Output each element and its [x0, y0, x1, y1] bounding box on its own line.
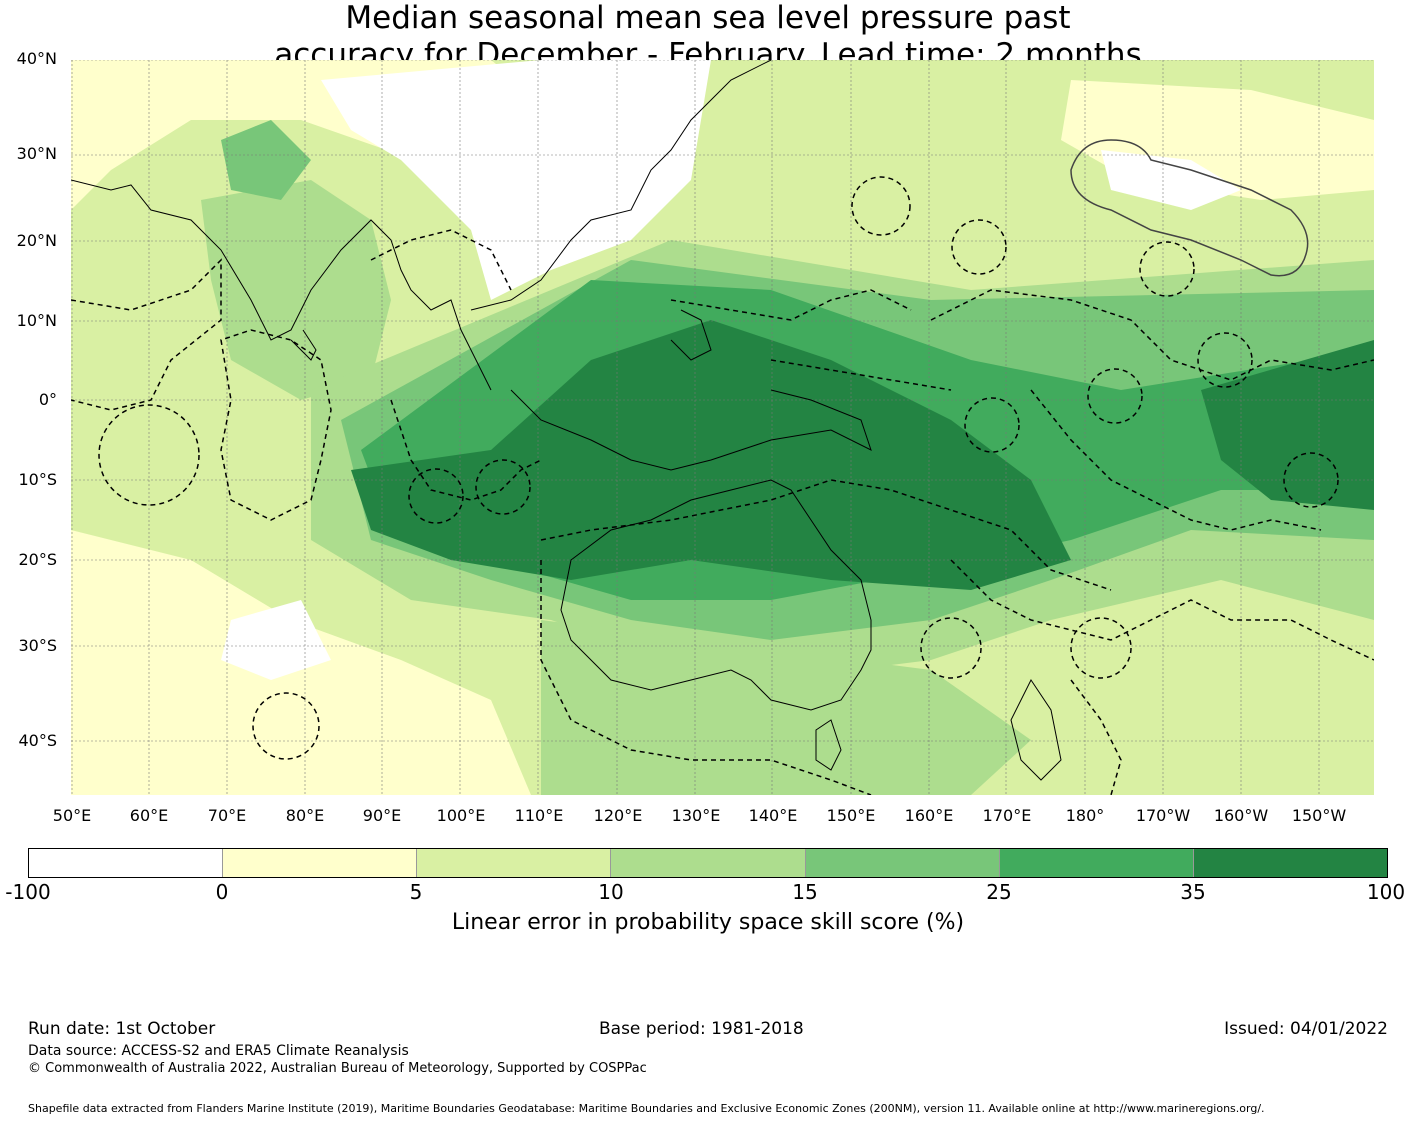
copyright: © Commonwealth of Australia 2022, Austra…	[28, 1061, 647, 1076]
colorbar-label: Linear error in probability space skill …	[451, 910, 965, 935]
lon-label-170w: 170°W	[1135, 806, 1191, 825]
lat-label-30s: 30°S	[18, 636, 57, 655]
colorbar-segment-6	[999, 849, 1194, 877]
coastlines	[71, 60, 1062, 781]
lon-label-60e: 60°E	[129, 806, 169, 825]
issued-date: Issued: 04/01/2022	[1224, 1019, 1388, 1039]
lat-label-20n: 20°N	[16, 231, 57, 250]
lat-label-equator: 0°	[38, 390, 57, 409]
shapefile-credit: Shapefile data extracted from Flanders M…	[28, 1102, 1265, 1115]
region-negative-skill-asia	[321, 60, 711, 300]
lon-label-170e: 170°E	[982, 806, 1032, 825]
colorbar-tick: 100	[1366, 880, 1406, 904]
colorbar-tick: 10	[598, 880, 624, 904]
lon-label-120e: 120°E	[593, 806, 643, 825]
lat-label-30n: 30°N	[16, 144, 57, 163]
region-highest-skill-central-pacific	[1201, 340, 1374, 510]
region-highest-skill-indonesia-australia	[351, 320, 1071, 590]
lon-label-80e: 80°E	[285, 806, 325, 825]
region-negative-skill-hawaii	[1101, 150, 1241, 210]
lat-label-40s: 40°S	[18, 731, 57, 750]
lat-label-40n: 40°N	[16, 49, 57, 68]
chart-title-line-1: Median seasonal mean sea level pressure …	[345, 0, 1071, 36]
lon-label-130e: 130°E	[671, 806, 721, 825]
colorbar-segment-5	[805, 849, 1000, 877]
map-svg	[71, 60, 1374, 795]
lat-label-20s: 20°S	[18, 550, 57, 569]
colorbar-segment-4	[611, 849, 806, 877]
skill-score-map	[71, 60, 1374, 795]
lon-label-70e: 70°E	[207, 806, 247, 825]
lon-label-160w: 160°W	[1213, 806, 1269, 825]
region-negative-skill-south-indian	[221, 600, 331, 680]
lat-label-10s: 10°S	[18, 470, 57, 489]
lon-label-160e: 160°E	[904, 806, 954, 825]
colorbar-tick: 35	[1180, 880, 1206, 904]
lon-label-110e: 110°E	[514, 806, 564, 825]
lon-label-180: 180°	[1065, 806, 1105, 825]
colorbar-tick: 0	[215, 880, 229, 904]
colorbar	[28, 848, 1388, 878]
base-period: Base period: 1981-2018	[599, 1019, 804, 1039]
colorbar-tick: -100	[5, 880, 51, 904]
colorbar-segment-2	[223, 849, 418, 877]
colorbar-segment-3	[417, 849, 612, 877]
region-medium-skill-india	[201, 180, 391, 400]
run-date: Run date: 1st October	[28, 1019, 216, 1039]
lon-label-150w: 150°W	[1291, 806, 1347, 825]
colorbar-tick: 5	[409, 880, 423, 904]
lon-label-150e: 150°E	[826, 806, 876, 825]
lon-label-100e: 100°E	[436, 806, 486, 825]
lon-label-50e: 50°E	[52, 806, 92, 825]
lon-label-90e: 90°E	[362, 806, 402, 825]
lon-label-140e: 140°E	[748, 806, 798, 825]
hawaii-eez-outline	[1070, 139, 1309, 277]
colorbar-tick: 25	[986, 880, 1012, 904]
eez-boundaries	[71, 176, 1374, 795]
colorbar-segment-7	[1193, 849, 1387, 877]
gridlines	[71, 60, 1374, 795]
lat-label-10n: 10°N	[16, 311, 57, 330]
region-medium-skill-australia	[541, 620, 1031, 795]
colorbar-segment-1	[29, 849, 224, 877]
data-source: Data source: ACCESS-S2 and ERA5 Climate …	[28, 1043, 409, 1059]
colorbar-tick: 15	[792, 880, 818, 904]
region-good-skill-tibet	[221, 120, 311, 200]
